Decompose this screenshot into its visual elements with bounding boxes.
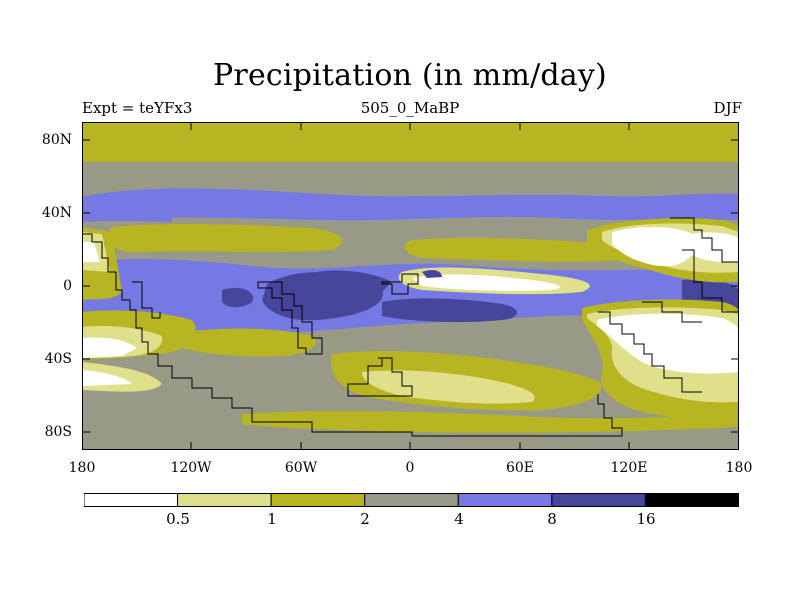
y-tick-label: 0 (63, 278, 72, 294)
colorbar-swatch (177, 493, 272, 507)
colorbar-level-label: 2 (360, 510, 370, 528)
y-tick-label: 80N (41, 132, 72, 148)
x-tick-label: 180 (725, 460, 753, 476)
axis-ticks (82, 122, 739, 450)
x-tick-label: 60E (505, 460, 535, 476)
north-storm-track (82, 188, 739, 221)
itcz-band (82, 259, 739, 335)
colorbar-level-label: 4 (454, 510, 464, 528)
colorbar-level-label: 16 (636, 510, 656, 528)
season-label: DJF (713, 99, 742, 117)
y-tick-label: 40N (41, 205, 72, 221)
colorbar-swatch (551, 493, 646, 507)
y-tick-label: 40S (44, 351, 72, 367)
antarctic-edge-dry (242, 410, 739, 433)
x-tick-label: 120W (170, 460, 212, 476)
colorbar (84, 493, 739, 507)
period-label: 505_0_MaBP (360, 99, 460, 117)
coastline-outlines (82, 217, 739, 437)
colorbar-swatch (84, 493, 179, 507)
x-tick-label: 120E (610, 460, 648, 476)
colorbar-swatch (457, 493, 553, 507)
x-tick-label: 0 (405, 460, 415, 476)
north-subtropical-dry (108, 224, 343, 253)
colorbar-level-label: 8 (547, 510, 557, 528)
colorbar-level-label: 1 (267, 510, 277, 528)
experiment-label: Expt = teYFx3 (82, 99, 193, 117)
plot-title: Precipitation (in mm/day) (213, 58, 607, 93)
y-tick-label: 80S (44, 424, 72, 440)
x-tick-label: 60W (284, 460, 318, 476)
precipitation-map (82, 122, 739, 450)
colorbar-level-label: 0.5 (166, 510, 190, 528)
x-tick-label: 180 (68, 460, 96, 476)
colorbar-swatch (364, 493, 459, 507)
colorbar-swatch (270, 493, 366, 507)
colorbar-swatch (644, 493, 739, 507)
